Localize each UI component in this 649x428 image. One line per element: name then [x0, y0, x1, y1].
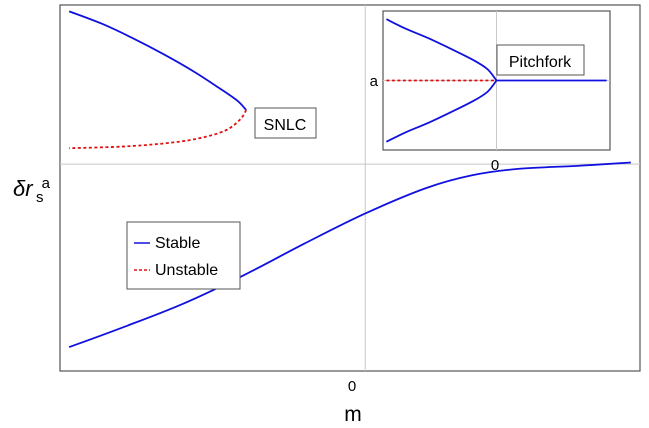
inset-series-0-stable-line	[386, 18, 498, 82]
y-axis-label-subscript: s	[36, 189, 44, 206]
inset-x-tick-label-0: 0	[491, 157, 499, 174]
legend-label-stable: Stable	[155, 235, 200, 252]
main-series-2-stable-line	[68, 161, 631, 348]
legend-label-unstable: Unstable	[155, 262, 218, 279]
x-tick-label-0: 0	[348, 378, 356, 395]
main-series-1-unstable-line	[69, 109, 247, 150]
main-grid	[60, 5, 640, 371]
main-curves	[68, 10, 631, 348]
inset-curves	[386, 18, 607, 143]
main-series-0-stable-line	[68, 10, 247, 111]
inset-title: Pitchfork	[509, 54, 572, 71]
y-tick-label-a: a	[42, 175, 51, 192]
snlc-annotation-box	[254, 107, 317, 139]
pitchfork-annotation-box	[496, 44, 585, 76]
y-axis-label: δr	[13, 176, 34, 201]
snlc-annotation: SNLC	[264, 117, 307, 134]
inset-y-tick-label-a: a	[370, 73, 379, 90]
legend	[126, 221, 241, 290]
inset-series-1-stable-line	[386, 79, 498, 143]
x-axis-label: m	[344, 403, 362, 426]
